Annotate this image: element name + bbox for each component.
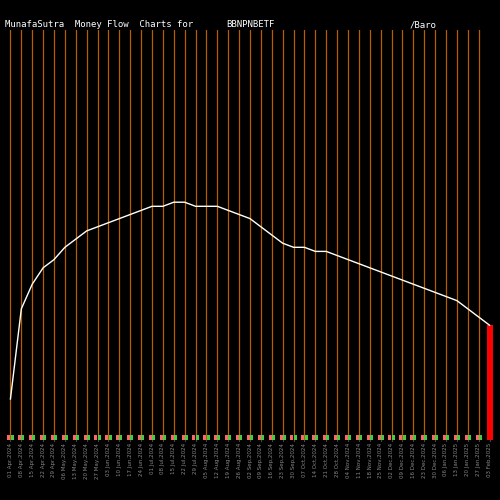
- Bar: [239, 434, 242, 440]
- Bar: [141, 434, 144, 440]
- Bar: [250, 434, 253, 440]
- Bar: [476, 434, 478, 440]
- Bar: [421, 434, 424, 440]
- Bar: [302, 434, 304, 440]
- Bar: [414, 434, 416, 440]
- Bar: [225, 434, 228, 440]
- Bar: [457, 434, 460, 440]
- Bar: [316, 434, 318, 440]
- Bar: [18, 434, 21, 440]
- Bar: [378, 434, 380, 440]
- Bar: [10, 434, 14, 440]
- Bar: [32, 434, 35, 440]
- Bar: [174, 434, 177, 440]
- Bar: [51, 434, 54, 440]
- Bar: [8, 434, 10, 440]
- Bar: [182, 434, 184, 440]
- Bar: [185, 434, 188, 440]
- Bar: [87, 434, 90, 440]
- Bar: [443, 434, 446, 440]
- Bar: [138, 434, 141, 440]
- Bar: [206, 434, 210, 440]
- Bar: [54, 434, 57, 440]
- Bar: [479, 434, 482, 440]
- Bar: [247, 434, 250, 440]
- Bar: [116, 434, 119, 440]
- Bar: [381, 434, 384, 440]
- Bar: [258, 434, 261, 440]
- Bar: [432, 434, 435, 440]
- Bar: [334, 434, 337, 440]
- Bar: [268, 434, 272, 440]
- Bar: [108, 434, 112, 440]
- Bar: [120, 434, 122, 440]
- Bar: [370, 434, 373, 440]
- Text: /Baro: /Baro: [410, 20, 437, 29]
- Bar: [280, 434, 282, 440]
- Bar: [312, 434, 315, 440]
- Bar: [204, 434, 206, 440]
- Bar: [366, 434, 370, 440]
- Bar: [84, 434, 86, 440]
- Bar: [94, 434, 98, 440]
- Bar: [65, 434, 68, 440]
- Text: BBNPNBETF: BBNPNBETF: [226, 20, 274, 29]
- Bar: [196, 434, 198, 440]
- Bar: [261, 434, 264, 440]
- Bar: [283, 434, 286, 440]
- Bar: [149, 434, 152, 440]
- Bar: [98, 434, 100, 440]
- Bar: [464, 434, 468, 440]
- Bar: [294, 434, 296, 440]
- Bar: [272, 434, 275, 440]
- Bar: [435, 434, 438, 440]
- Bar: [356, 434, 359, 440]
- Bar: [127, 434, 130, 440]
- Bar: [337, 434, 340, 440]
- Bar: [214, 434, 217, 440]
- Bar: [29, 434, 32, 440]
- Bar: [290, 434, 294, 440]
- Bar: [43, 434, 46, 440]
- Bar: [388, 434, 392, 440]
- Bar: [323, 434, 326, 440]
- Bar: [446, 434, 449, 440]
- Bar: [76, 434, 79, 440]
- Bar: [468, 434, 471, 440]
- Bar: [424, 434, 428, 440]
- Bar: [152, 434, 155, 440]
- Bar: [163, 434, 166, 440]
- Bar: [348, 434, 351, 440]
- Bar: [326, 434, 330, 440]
- Bar: [192, 434, 196, 440]
- Bar: [400, 434, 402, 440]
- Bar: [106, 434, 108, 440]
- Bar: [72, 434, 76, 440]
- Bar: [402, 434, 406, 440]
- Bar: [345, 434, 348, 440]
- Bar: [160, 434, 163, 440]
- Bar: [454, 434, 457, 440]
- Bar: [486, 325, 492, 440]
- Bar: [22, 434, 25, 440]
- Bar: [170, 434, 173, 440]
- Bar: [40, 434, 43, 440]
- Bar: [304, 434, 308, 440]
- Bar: [218, 434, 220, 440]
- Text: MunafaSutra  Money Flow  Charts for: MunafaSutra Money Flow Charts for: [5, 20, 193, 29]
- Bar: [392, 434, 394, 440]
- Bar: [62, 434, 65, 440]
- Bar: [410, 434, 413, 440]
- Bar: [228, 434, 232, 440]
- Bar: [359, 434, 362, 440]
- Bar: [236, 434, 239, 440]
- Bar: [130, 434, 134, 440]
